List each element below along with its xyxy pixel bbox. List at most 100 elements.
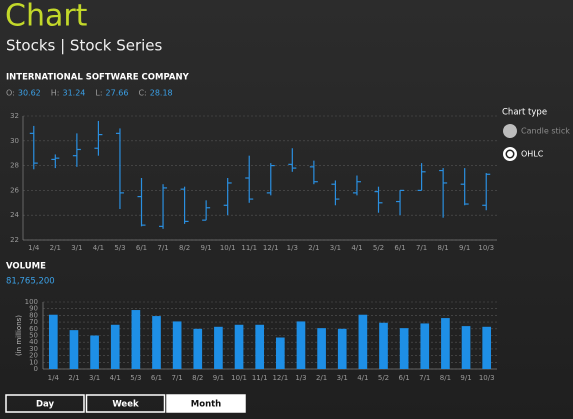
plots: 22 24 26 28 30 32 1/4 2/1 3/1 4/1 5/3 6/1 7/1 8/2 9/1 1… bbox=[10, 112, 497, 382]
bar bbox=[193, 328, 203, 369]
summary-value: 31.24 bbox=[62, 89, 85, 98]
bar bbox=[90, 335, 99, 369]
bar bbox=[69, 330, 79, 369]
bar bbox=[296, 321, 306, 369]
y-tick-label: 20 bbox=[29, 352, 38, 360]
y-tick-label: 100 bbox=[25, 298, 38, 306]
y-tick-label: 24 bbox=[10, 211, 19, 219]
button-label[interactable]: Month bbox=[191, 400, 221, 410]
bar bbox=[441, 318, 450, 369]
chart-type-label: Chart type bbox=[502, 108, 547, 118]
x-tick-label: 6/1 bbox=[136, 244, 147, 252]
bar bbox=[152, 316, 161, 369]
x-tick-label: 9/1 bbox=[460, 374, 471, 382]
y-tick-label: 10 bbox=[29, 358, 38, 366]
range-button[interactable]: Day bbox=[5, 394, 85, 413]
x-tick-label: 6/1 bbox=[394, 244, 405, 252]
x-tick-label: 2/1 bbox=[308, 244, 319, 252]
button-label[interactable]: Week bbox=[112, 400, 139, 410]
x-tick-label: 5/3 bbox=[114, 244, 125, 252]
y-tick-label: 90 bbox=[29, 305, 38, 313]
x-tick-label: 3/1 bbox=[337, 374, 348, 382]
bar bbox=[358, 314, 368, 369]
y-tick-label: 28 bbox=[10, 162, 19, 170]
radio-dot[interactable] bbox=[507, 151, 513, 157]
x-tick-label: 10/1 bbox=[231, 374, 247, 382]
x-tick-label: 3/1 bbox=[330, 244, 341, 252]
radio-label[interactable]: OHLC bbox=[521, 150, 544, 159]
x-tick-label: 7/1 bbox=[172, 374, 183, 382]
y-tick-label: 50 bbox=[29, 332, 38, 340]
x-tick-label: 8/1 bbox=[438, 244, 449, 252]
radio-outer[interactable] bbox=[503, 124, 517, 138]
radio-label[interactable]: Candle stick bbox=[521, 127, 570, 136]
bar bbox=[399, 328, 409, 369]
x-tick-label: 2/1 bbox=[50, 244, 61, 252]
y-tick-label: 32 bbox=[10, 112, 19, 120]
page-subtitle: Stocks | Stock Series bbox=[6, 37, 163, 55]
bar bbox=[131, 310, 141, 369]
button-frame[interactable] bbox=[85, 394, 166, 413]
x-tick-label: 4/1 bbox=[357, 374, 368, 382]
y-tick-label: 0 bbox=[34, 365, 38, 373]
bar bbox=[234, 324, 244, 369]
volume-title: VOLUME bbox=[6, 262, 46, 272]
x-tick-label: 8/1 bbox=[440, 374, 451, 382]
x-tick-label: 1/4 bbox=[28, 244, 40, 252]
x-tick-label: 8/2 bbox=[192, 374, 203, 382]
y-tick-label: 40 bbox=[29, 338, 38, 346]
x-tick-label: 6/1 bbox=[151, 374, 162, 382]
x-tick-label: 10/1 bbox=[220, 244, 236, 252]
x-tick-label: 1/3 bbox=[287, 244, 298, 252]
range-buttons: Day Week Month bbox=[5, 394, 246, 413]
company-name: INTERNATIONAL SOFTWARE COMPANY bbox=[6, 73, 190, 83]
radio-option[interactable]: Candle stick bbox=[503, 124, 571, 138]
x-tick-label: 7/1 bbox=[419, 374, 430, 382]
x-tick-label: 5/2 bbox=[373, 244, 384, 252]
range-button[interactable]: Week bbox=[85, 394, 166, 413]
summary-label: C: bbox=[138, 89, 146, 98]
summary-label: H: bbox=[51, 89, 60, 98]
bar bbox=[420, 323, 430, 369]
x-tick-label: 3/1 bbox=[71, 244, 82, 252]
bar bbox=[214, 326, 223, 369]
range-button[interactable]: Month bbox=[166, 394, 246, 413]
bar bbox=[48, 314, 58, 369]
volume-value: 81,765,200 bbox=[6, 277, 55, 287]
bar bbox=[461, 326, 471, 369]
ohlc-summary: O: 30.62 H: 31.24 L: 27.66 C: 28.18 bbox=[6, 89, 173, 98]
y-tick-label: 22 bbox=[10, 236, 19, 244]
x-tick-label: 11/1 bbox=[252, 374, 268, 382]
page-title: Chart bbox=[5, 0, 88, 34]
chart-type-options: Candle stick OHLC bbox=[503, 124, 571, 161]
button-frame[interactable] bbox=[5, 394, 85, 413]
bar bbox=[317, 328, 326, 369]
x-tick-label: 9/1 bbox=[459, 244, 470, 252]
bar bbox=[110, 324, 120, 369]
x-tick-label: 4/1 bbox=[351, 244, 362, 252]
y-axis-label: (in millions) bbox=[15, 315, 23, 356]
x-tick-label: 5/2 bbox=[378, 374, 389, 382]
y-tick-label: 26 bbox=[10, 186, 19, 194]
summary-value: 27.66 bbox=[106, 89, 129, 98]
button-label[interactable]: Day bbox=[36, 400, 55, 410]
radio-option[interactable]: OHLC bbox=[503, 147, 544, 161]
x-tick-label: 6/1 bbox=[399, 374, 410, 382]
y-tick-label: 30 bbox=[10, 137, 19, 145]
bar bbox=[482, 326, 492, 369]
x-tick-label: 4/1 bbox=[110, 374, 121, 382]
x-tick-label: 10/3 bbox=[479, 374, 495, 382]
bar bbox=[275, 337, 285, 369]
button-frame[interactable] bbox=[166, 394, 246, 413]
x-tick-label: 4/1 bbox=[93, 244, 104, 252]
x-tick-label: 2/1 bbox=[68, 374, 79, 382]
y-tick-label: 30 bbox=[29, 345, 38, 353]
x-tick-label: 12/1 bbox=[263, 244, 279, 252]
x-tick-label: 3/1 bbox=[89, 374, 100, 382]
x-tick-label: 11/1 bbox=[241, 244, 257, 252]
summary-value: 30.62 bbox=[18, 89, 41, 98]
x-tick-label: 1/3 bbox=[295, 374, 306, 382]
x-tick-label: 1/4 bbox=[48, 374, 60, 382]
summary-label: L: bbox=[95, 89, 102, 98]
